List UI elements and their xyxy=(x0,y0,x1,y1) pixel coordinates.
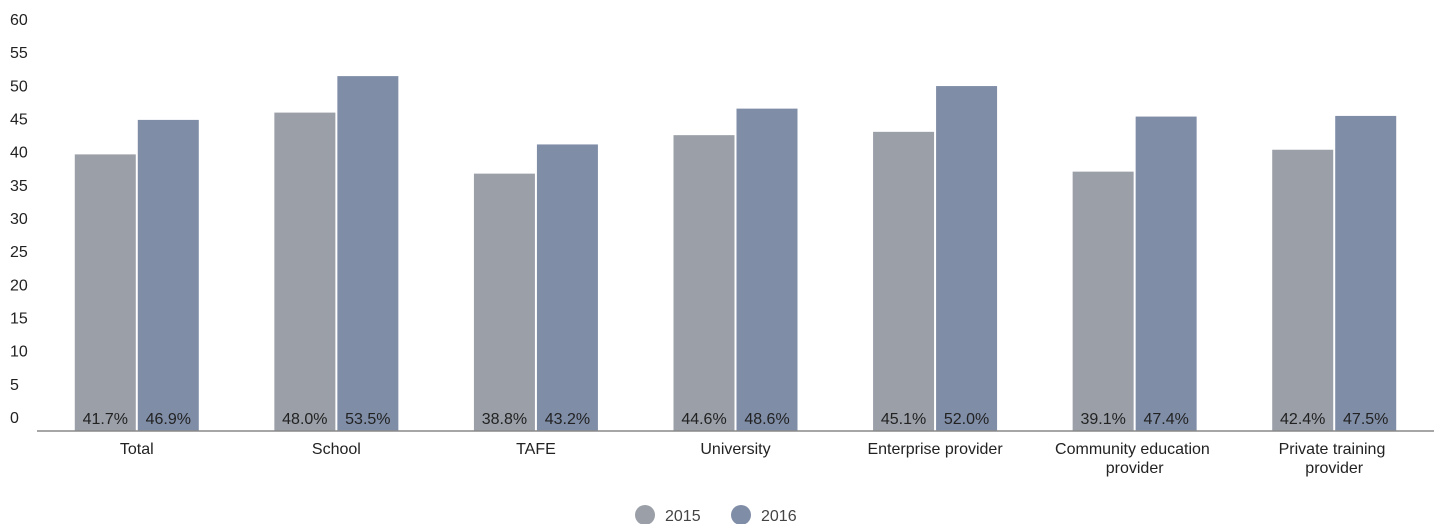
data-label: 46.9% xyxy=(146,411,191,428)
bar xyxy=(1272,149,1334,431)
data-label: 53.5% xyxy=(345,411,390,428)
legend-label: 2015 xyxy=(665,508,701,524)
y-tick-label: 40 xyxy=(10,145,28,162)
bar xyxy=(1335,115,1397,432)
y-tick-label: 30 xyxy=(10,211,28,228)
x-tick-label: Private training provider xyxy=(1279,441,1390,477)
x-tick-label: TAFE xyxy=(516,441,556,458)
x-tick-label: University xyxy=(700,441,770,458)
data-label: 52.0% xyxy=(944,411,989,428)
y-tick-label: 20 xyxy=(10,277,28,294)
x-tick-label: Community education provider xyxy=(1055,441,1214,477)
bar xyxy=(1072,171,1134,432)
bar xyxy=(536,144,598,431)
bar xyxy=(1135,116,1197,431)
data-label: 39.1% xyxy=(1080,411,1125,428)
bar xyxy=(936,86,998,432)
data-label: 43.2% xyxy=(545,411,590,428)
y-tick-label: 25 xyxy=(10,244,28,261)
bar xyxy=(74,154,136,431)
data-label: 41.7% xyxy=(83,411,128,428)
y-tick-label: 15 xyxy=(10,311,28,328)
y-tick-label: 50 xyxy=(10,78,28,95)
legend-swatch xyxy=(635,505,655,524)
x-tick-label: Enterprise provider xyxy=(867,441,1003,458)
data-label: 48.0% xyxy=(282,411,327,428)
data-label: 45.1% xyxy=(881,411,926,428)
legend-swatch xyxy=(731,505,751,524)
bar xyxy=(673,135,735,432)
bar xyxy=(137,119,199,431)
bar xyxy=(473,173,535,432)
y-tick-label: 0 xyxy=(10,410,19,427)
data-label: 42.4% xyxy=(1280,411,1325,428)
data-label: 47.4% xyxy=(1143,411,1188,428)
y-tick-label: 35 xyxy=(10,178,28,195)
x-tick-label: School xyxy=(312,441,361,458)
y-tick-label: 5 xyxy=(10,377,19,394)
data-label: 47.5% xyxy=(1343,411,1388,428)
y-tick-label: 60 xyxy=(10,12,28,29)
bar xyxy=(736,108,798,432)
x-tick-label: Total xyxy=(120,441,154,458)
legend-label: 2016 xyxy=(761,508,797,524)
bar xyxy=(873,131,935,431)
y-tick-label: 55 xyxy=(10,45,28,62)
bar xyxy=(337,76,399,431)
data-label: 48.6% xyxy=(744,411,789,428)
data-label: 44.6% xyxy=(681,411,726,428)
y-tick-label: 10 xyxy=(10,344,28,361)
data-label: 38.8% xyxy=(482,411,527,428)
y-tick-label: 45 xyxy=(10,112,28,129)
bar xyxy=(274,112,336,431)
